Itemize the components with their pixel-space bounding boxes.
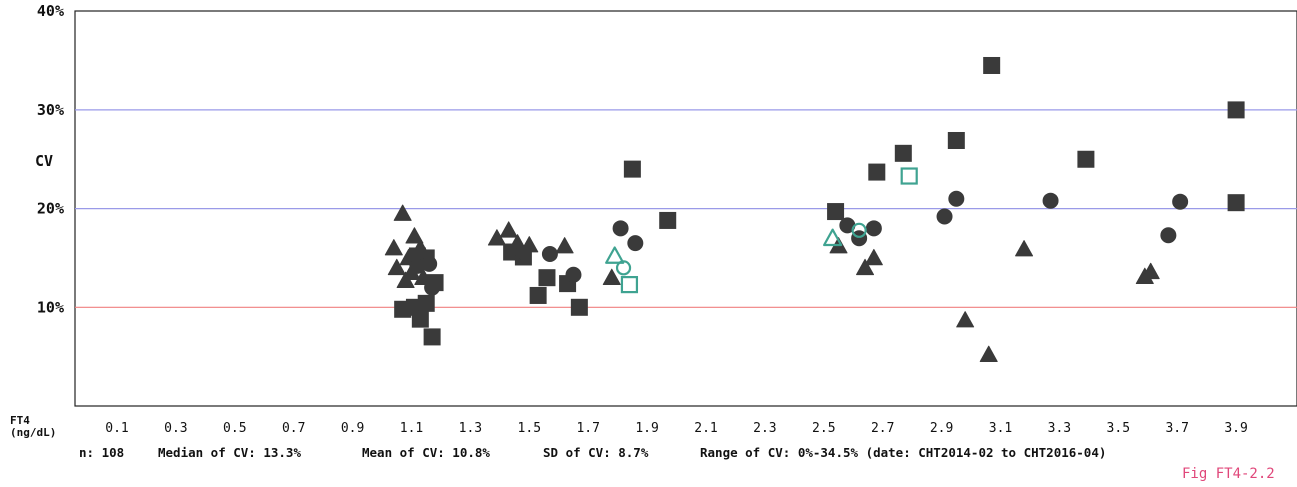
y-axis-ticks: 40% 30% 20% 10%	[37, 2, 64, 316]
x-tick-label: 2.9	[930, 421, 953, 436]
x-tick-label: 1.1	[400, 421, 423, 436]
x-tick-label: 3.3	[1048, 421, 1071, 436]
triangle-marker	[956, 311, 975, 328]
stat-n: n: 108	[79, 445, 125, 460]
x-tick-label: 2.7	[871, 421, 894, 436]
circle-marker	[865, 220, 882, 237]
square-marker	[1077, 150, 1095, 168]
scatter-chart: 40% 30% 20% 10% CV FT4 (ng/dL) 0.1 0.3 0.5 0.7…	[10, 2, 1297, 439]
triangle-marker	[405, 227, 424, 244]
triangle-marker	[387, 258, 406, 276]
square-marker	[423, 328, 441, 346]
square-marker	[900, 167, 918, 185]
square-marker	[570, 298, 588, 316]
triangle-marker	[602, 268, 621, 285]
circle-marker	[1160, 227, 1177, 244]
circle-marker	[541, 246, 558, 263]
circle-marker	[1172, 193, 1189, 210]
x-tick-label: 1.9	[635, 421, 658, 436]
triangle-marker	[393, 204, 412, 221]
square-marker	[983, 56, 1001, 74]
x-tick-label: 0.3	[164, 421, 187, 436]
x-tick-label: 3.7	[1165, 421, 1188, 436]
square-marker	[1227, 194, 1245, 212]
square-marker	[538, 269, 556, 287]
circle-marker	[627, 235, 644, 252]
triangle-marker	[1141, 262, 1160, 280]
triangle-marker	[396, 271, 415, 288]
x-tick-label: 1.5	[518, 421, 541, 436]
y-axis-label: CV	[35, 152, 53, 170]
circle-marker	[565, 266, 582, 283]
x-tick-label: 1.3	[459, 421, 482, 436]
y-tick-label: 10%	[37, 298, 64, 316]
square-marker	[1227, 101, 1245, 119]
triangle-marker	[856, 258, 875, 276]
square-marker	[827, 203, 845, 221]
y-tick-label: 30%	[37, 101, 64, 119]
x-tick-label: 0.1	[105, 421, 128, 436]
circle-marker	[615, 260, 632, 276]
x-axis-label: FT4	[10, 414, 30, 427]
circle-marker	[612, 220, 629, 237]
square-marker	[659, 211, 677, 229]
stat-sd: SD of CV: 8.7%	[543, 445, 649, 460]
x-axis-ticks: 0.1 0.3 0.5 0.7 0.9 1.1 1.3 1.5 1.7 1.9 2.1 2.3 2.5 2…	[105, 421, 1248, 436]
square-marker	[947, 131, 965, 149]
triangle-marker	[384, 239, 403, 256]
square-marker	[868, 163, 886, 181]
circle-marker	[515, 245, 532, 262]
x-tick-label: 2.3	[753, 421, 776, 436]
x-tick-label: 3.5	[1107, 421, 1130, 436]
triangle-marker	[555, 237, 574, 254]
circle-marker	[851, 222, 867, 238]
stat-range: Range of CV: 0%-34.5% (date: CHT2014-02 …	[700, 445, 1107, 460]
circle-marker	[421, 255, 438, 272]
triangle-marker	[823, 228, 843, 247]
triangle-marker	[864, 248, 883, 266]
x-axis-unit: (ng/dL)	[10, 426, 56, 439]
x-tick-label: 0.9	[341, 421, 364, 436]
x-tick-label: 0.5	[223, 421, 246, 436]
data-points	[384, 56, 1245, 362]
x-tick-label: 2.5	[812, 421, 835, 436]
square-marker	[417, 294, 435, 312]
circle-marker	[948, 190, 965, 207]
stat-median: Median of CV: 13.3%	[158, 445, 301, 460]
triangle-marker	[1015, 240, 1034, 257]
square-marker	[623, 160, 641, 178]
triangle-marker	[979, 345, 998, 362]
circle-marker	[936, 208, 953, 225]
y-tick-label: 40%	[37, 2, 64, 20]
x-tick-label: 2.1	[694, 421, 717, 436]
square-marker	[411, 310, 429, 328]
x-tick-label: 0.7	[282, 421, 305, 436]
y-tick-label: 20%	[37, 200, 64, 218]
circle-marker	[1042, 192, 1059, 209]
square-marker	[894, 144, 912, 162]
x-tick-label: 1.7	[576, 421, 599, 436]
circle-marker	[424, 279, 441, 296]
stat-mean: Mean of CV: 10.8%	[362, 445, 490, 460]
reference-lines	[75, 109, 1297, 308]
figure-label: Fig FT4-2.2	[1182, 466, 1275, 482]
x-tick-label: 3.9	[1224, 421, 1247, 436]
x-tick-label: 3.1	[989, 421, 1012, 436]
square-marker	[620, 275, 639, 294]
triangle-marker	[499, 221, 518, 238]
triangle-marker	[605, 246, 625, 264]
square-marker	[529, 286, 547, 304]
